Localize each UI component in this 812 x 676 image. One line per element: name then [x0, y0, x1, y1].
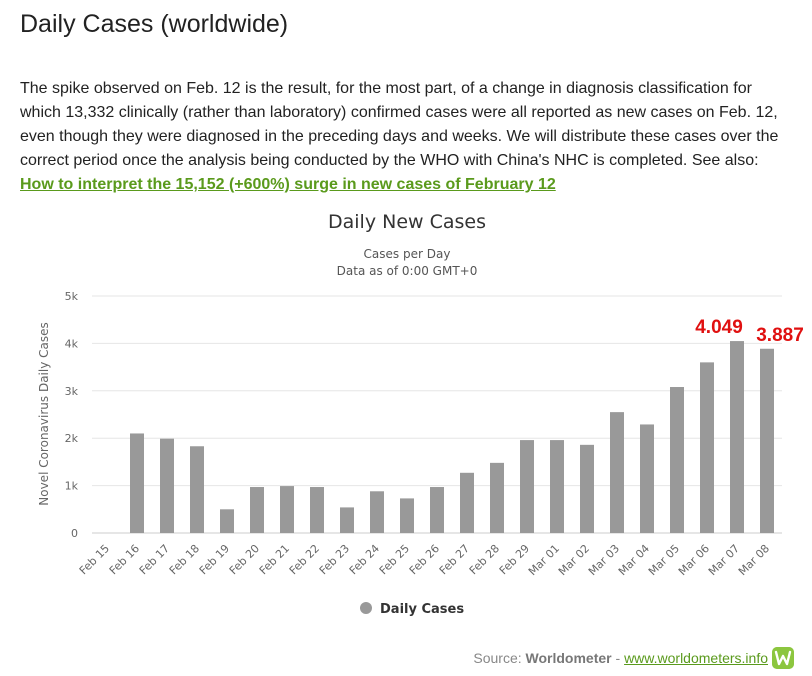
legend-label: Daily Cases [380, 602, 464, 617]
bar-annotations: 4.049 3.887 [695, 317, 804, 346]
legend-marker [360, 602, 372, 614]
x-tick-label: Mar 05 [646, 542, 682, 578]
x-tick-label: Mar 07 [706, 542, 742, 578]
x-tick-label: Feb 28 [467, 542, 502, 577]
x-tick-label: Mar 06 [676, 542, 712, 578]
bar [220, 509, 234, 533]
bar-annotation-label: 4.049 [695, 317, 743, 338]
bar [580, 444, 594, 533]
bar [490, 462, 504, 533]
grid-lines [92, 295, 782, 534]
source-credit: Source: Worldometer - www.worldometers.i… [473, 650, 768, 666]
x-tick-label: Feb 22 [287, 542, 322, 577]
note-text: The spike observed on Feb. 12 is the res… [20, 80, 779, 169]
bar [250, 487, 264, 533]
bar [340, 507, 354, 533]
y-tick-label: 0 [71, 527, 78, 540]
bars [130, 341, 774, 533]
x-tick-label: Feb 29 [497, 542, 532, 577]
bar [370, 491, 384, 533]
source-link[interactable]: www.worldometers.info [624, 650, 768, 666]
source-prefix: Source: [473, 650, 526, 666]
bar [610, 412, 624, 533]
surge-explanation-link[interactable]: How to interpret the 15,152 (+600%) surg… [20, 176, 556, 193]
bar [700, 362, 714, 533]
x-tick-label: Feb 19 [197, 542, 232, 577]
bar [130, 433, 144, 533]
page-title: Daily Cases (worldwide) [20, 10, 289, 38]
x-tick-label: Feb 27 [437, 542, 472, 577]
chart-title: Daily New Cases [328, 211, 486, 233]
bar [400, 498, 414, 533]
chart-subtitle-line-2: Data as of 0:00 GMT+0 [337, 264, 478, 278]
bar [310, 487, 324, 533]
x-tick-label: Feb 17 [137, 542, 172, 577]
x-tick-label: Mar 01 [526, 542, 562, 578]
bar [730, 341, 744, 533]
bar [760, 348, 774, 533]
x-tick-label: Mar 03 [586, 542, 622, 578]
y-axis-ticks: 0 1k 2k 3k 4k 5k [65, 290, 79, 540]
x-tick-label: Feb 15 [77, 542, 112, 577]
x-tick-label: Mar 08 [736, 542, 772, 578]
bar-annotation-label: 3.887 [756, 325, 804, 346]
x-tick-label: Feb 24 [347, 542, 382, 577]
source-separator: - [611, 650, 625, 666]
source-name: Worldometer [525, 650, 612, 666]
x-tick-label: Feb 16 [107, 542, 142, 577]
x-tick-label: Mar 02 [556, 542, 592, 578]
bar [430, 487, 444, 533]
bar [640, 424, 654, 533]
y-tick-label: 3k [65, 385, 79, 398]
x-tick-label: Feb 21 [257, 542, 292, 577]
x-tick-label: Feb 18 [167, 542, 202, 577]
bar [520, 440, 534, 533]
bar [280, 486, 294, 533]
daily-new-cases-chart: Daily New Cases Cases per Day Data as of… [37, 211, 804, 617]
y-axis-label: Novel Coronavirus Daily Cases [37, 322, 51, 505]
y-tick-label: 1k [65, 480, 79, 493]
bar [670, 387, 684, 533]
legend[interactable]: Daily Cases [360, 602, 464, 617]
bar [190, 446, 204, 533]
bar [160, 438, 174, 533]
y-tick-label: 2k [65, 432, 79, 445]
y-tick-label: 4k [65, 337, 79, 350]
bar [550, 440, 564, 533]
chart-subtitle-line-1: Cases per Day [364, 247, 451, 261]
x-tick-label: Feb 23 [317, 542, 352, 577]
worldometer-logo-icon[interactable] [772, 647, 794, 669]
bar [460, 472, 474, 533]
x-tick-label: Feb 25 [377, 542, 412, 577]
x-tick-label: Feb 26 [407, 542, 442, 577]
y-tick-label: 5k [65, 290, 79, 303]
x-tick-label: Mar 04 [616, 542, 652, 578]
classification-note: The spike observed on Feb. 12 is the res… [20, 77, 790, 197]
x-tick-label: Feb 20 [227, 542, 262, 577]
